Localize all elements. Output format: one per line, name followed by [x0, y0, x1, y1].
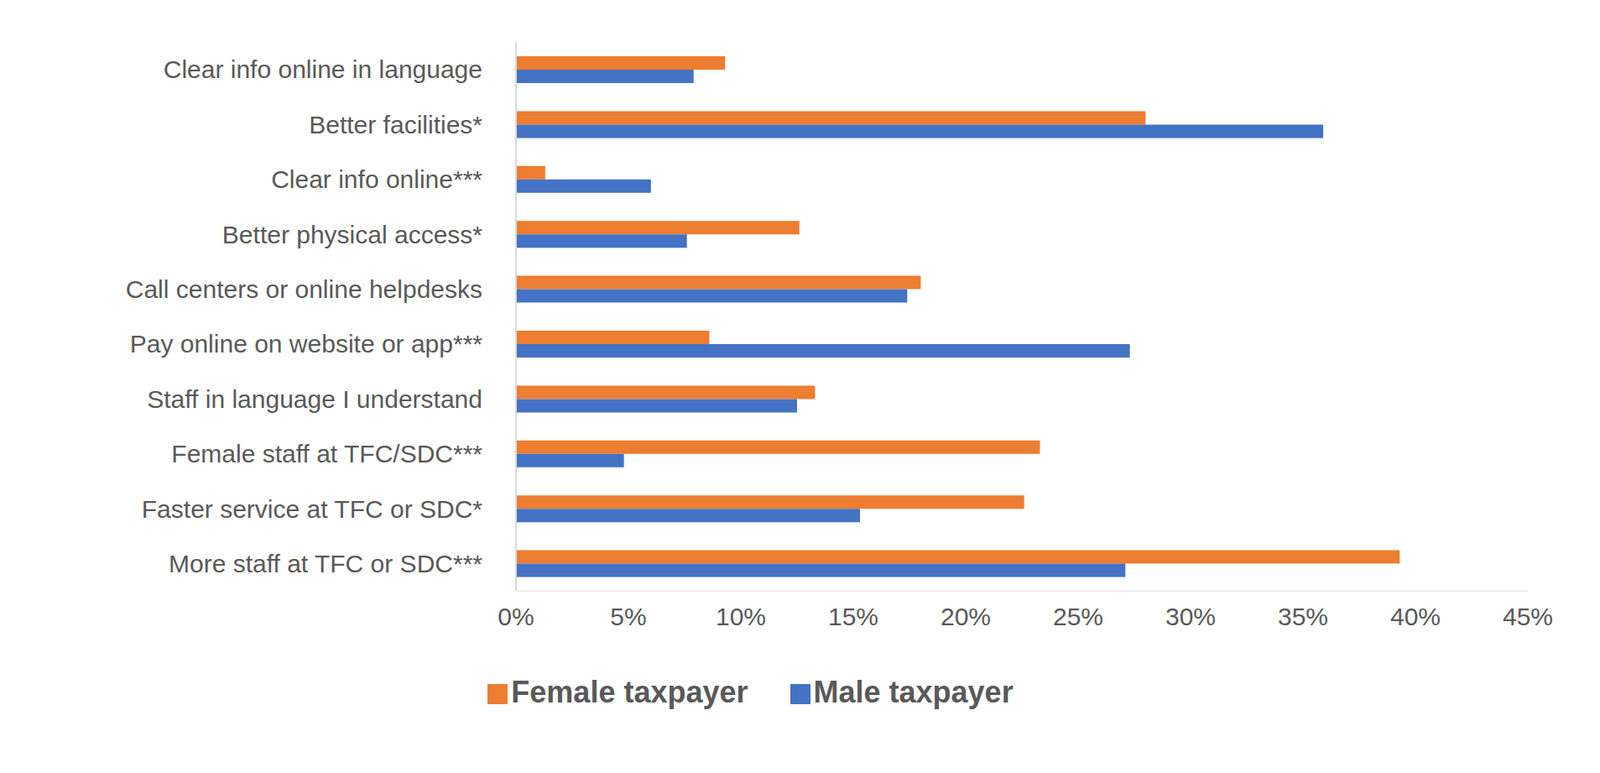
- html-text:Female taxpayer: Female taxpayer: [511, 674, 748, 709]
- svg-text:45%: 45%: [1502, 602, 1554, 631]
- svg-text:Faster service at TFC or SDC*: Faster service at TFC or SDC*: [141, 495, 484, 523]
- svg-text:5%: 5%: [609, 602, 647, 631]
- svg-text:15%: 15%: [828, 602, 879, 631]
- svg-text:0%: 0%: [497, 602, 534, 631]
- html-text:Male taxpayer: Male taxpayer: [813, 674, 1014, 709]
- svg-text:40%: 40%: [1390, 602, 1441, 631]
- svg-text:30%: 30%: [1165, 602, 1216, 631]
- svg-text:Female staff at TFC/SDC***: Female staff at TFC/SDC***: [171, 439, 483, 468]
- svg-text:35%: 35%: [1277, 602, 1329, 631]
- svg-text:Better facilities*: Better facilities*: [308, 110, 483, 139]
- svg-text:20%: 20%: [940, 602, 991, 631]
- svg-text:Clear info online in language: Clear info online in language: [163, 55, 483, 84]
- svg-text:25%: 25%: [1052, 602, 1104, 631]
- svg-text:Pay online on website or app**: Pay online on website or app***: [130, 329, 484, 358]
- svg-text:10%: 10%: [715, 602, 767, 631]
- svg-text:More staff at TFC or SDC***: More staff at TFC or SDC***: [168, 549, 483, 578]
- svg-text:Staff in language I understand: Staff in language I understand: [146, 385, 483, 413]
- svg-text:Call centers or online helpdes: Call centers or online helpdesks: [125, 275, 483, 303]
- svg-text:Better physical access*: Better physical access*: [222, 220, 483, 249]
- svg-text:Clear info online***: Clear info online***: [271, 165, 483, 193]
